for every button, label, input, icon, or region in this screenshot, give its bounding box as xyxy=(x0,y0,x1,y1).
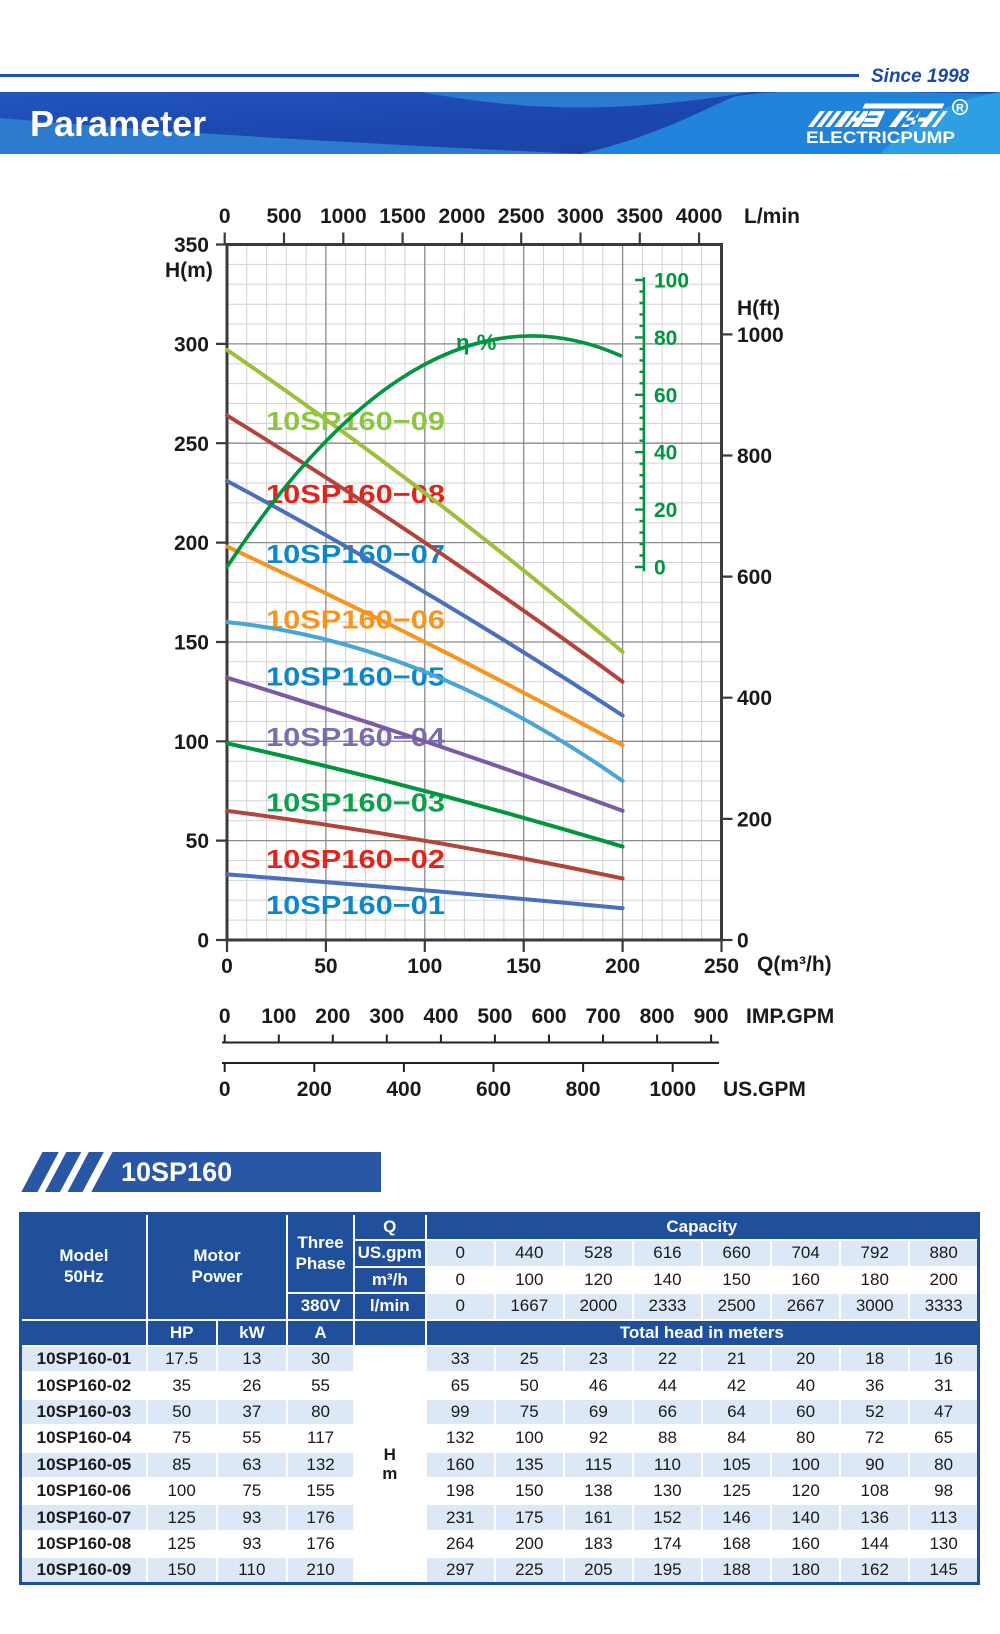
svg-text:3500: 3500 xyxy=(616,205,663,228)
svg-text:10SP160−03: 10SP160−03 xyxy=(266,787,445,817)
svg-text:0: 0 xyxy=(219,205,231,228)
svg-text:400: 400 xyxy=(737,687,772,710)
svg-text:200: 200 xyxy=(297,1078,332,1101)
svg-text:200: 200 xyxy=(605,955,640,978)
svg-text:800: 800 xyxy=(737,445,772,468)
svg-text:300: 300 xyxy=(369,1005,404,1028)
svg-text:10SP160−08: 10SP160−08 xyxy=(266,479,445,509)
svg-text:10SP160−02: 10SP160−02 xyxy=(266,844,445,874)
svg-text:500: 500 xyxy=(266,205,301,228)
svg-text:300: 300 xyxy=(174,333,209,356)
svg-text:H(ft): H(ft) xyxy=(737,297,780,320)
svg-text:IMP.GPM: IMP.GPM xyxy=(746,1005,834,1028)
svg-text:700: 700 xyxy=(585,1005,620,1028)
svg-text:0: 0 xyxy=(219,1078,231,1101)
svg-text:1000: 1000 xyxy=(649,1078,696,1101)
svg-text:US.GPM: US.GPM xyxy=(723,1078,806,1101)
svg-text:10SP160−01: 10SP160−01 xyxy=(266,890,445,920)
svg-text:Parameter: Parameter xyxy=(30,103,206,144)
svg-text:150: 150 xyxy=(174,632,209,655)
svg-text:800: 800 xyxy=(566,1078,601,1101)
svg-text:200: 200 xyxy=(315,1005,350,1028)
svg-text:900: 900 xyxy=(694,1005,729,1028)
svg-text:200: 200 xyxy=(737,808,772,831)
svg-text:3000: 3000 xyxy=(557,205,604,228)
svg-text:100: 100 xyxy=(174,731,209,754)
svg-text:R: R xyxy=(956,103,964,115)
svg-text:600: 600 xyxy=(737,566,772,589)
svg-text:250: 250 xyxy=(174,433,209,456)
svg-text:400: 400 xyxy=(423,1005,458,1028)
svg-text:0: 0 xyxy=(219,1005,231,1028)
svg-text:4000: 4000 xyxy=(676,205,723,228)
svg-text:2000: 2000 xyxy=(439,205,486,228)
svg-text:0: 0 xyxy=(654,557,666,580)
svg-text:0: 0 xyxy=(221,955,233,978)
svg-text:150: 150 xyxy=(506,955,541,978)
svg-text:400: 400 xyxy=(386,1078,421,1101)
svg-text:50: 50 xyxy=(186,830,209,853)
svg-text:600: 600 xyxy=(531,1005,566,1028)
svg-text:ELECTRICPUMP: ELECTRICPUMP xyxy=(806,128,955,147)
svg-text:100: 100 xyxy=(261,1005,296,1028)
svg-text:1000: 1000 xyxy=(320,205,367,228)
svg-text:350: 350 xyxy=(174,234,209,257)
svg-text:Q(m³/h): Q(m³/h) xyxy=(757,953,832,976)
svg-text:10SP160−05: 10SP160−05 xyxy=(266,661,445,691)
svg-text:60: 60 xyxy=(654,384,677,407)
svg-text:80: 80 xyxy=(654,327,677,350)
svg-text:L/min: L/min xyxy=(744,205,800,228)
svg-text:800: 800 xyxy=(640,1005,675,1028)
svg-text:10SP160: 10SP160 xyxy=(121,1157,232,1187)
svg-text:0: 0 xyxy=(197,930,209,953)
svg-text:250: 250 xyxy=(704,955,739,978)
svg-text:100: 100 xyxy=(654,270,689,293)
svg-text:600: 600 xyxy=(476,1078,511,1101)
svg-text:10SP160−04: 10SP160−04 xyxy=(266,722,446,752)
svg-text:200: 200 xyxy=(174,532,209,555)
svg-text:1000: 1000 xyxy=(737,324,784,347)
svg-text:10SP160−09: 10SP160−09 xyxy=(266,406,445,436)
svg-text:100: 100 xyxy=(407,955,442,978)
svg-text:H(m): H(m) xyxy=(165,259,213,282)
svg-text:2500: 2500 xyxy=(498,205,545,228)
svg-text:1500: 1500 xyxy=(379,205,426,228)
svg-text:20: 20 xyxy=(654,499,677,522)
svg-text:500: 500 xyxy=(477,1005,512,1028)
svg-text:50: 50 xyxy=(314,955,337,978)
svg-text:40: 40 xyxy=(654,442,677,465)
svg-text:0: 0 xyxy=(737,930,749,953)
